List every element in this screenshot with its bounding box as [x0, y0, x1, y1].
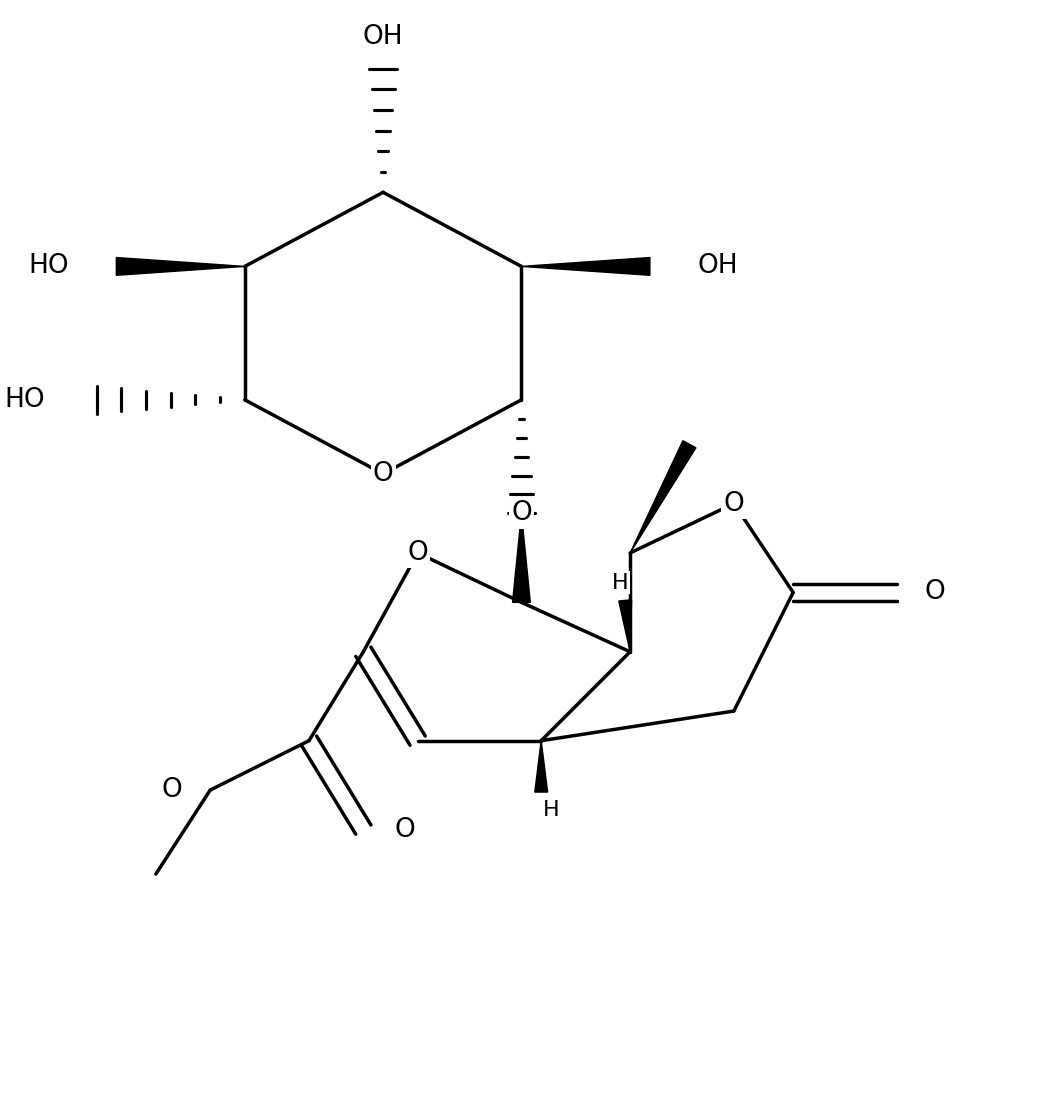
Text: HO: HO: [28, 254, 69, 279]
Polygon shape: [522, 258, 650, 276]
Polygon shape: [512, 514, 530, 603]
Text: H: H: [543, 799, 560, 820]
Polygon shape: [116, 258, 245, 276]
Text: O: O: [395, 817, 415, 842]
Text: O: O: [161, 777, 182, 803]
Text: O: O: [373, 461, 393, 486]
Text: O: O: [723, 491, 744, 516]
Text: O: O: [924, 580, 945, 605]
Polygon shape: [630, 440, 696, 553]
Text: H: H: [612, 572, 628, 593]
Text: O: O: [511, 501, 532, 526]
Polygon shape: [619, 600, 631, 652]
Text: OH: OH: [363, 24, 404, 51]
Text: OH: OH: [698, 254, 738, 279]
Text: HO: HO: [4, 386, 45, 413]
Text: O: O: [407, 540, 428, 565]
Polygon shape: [534, 741, 548, 792]
